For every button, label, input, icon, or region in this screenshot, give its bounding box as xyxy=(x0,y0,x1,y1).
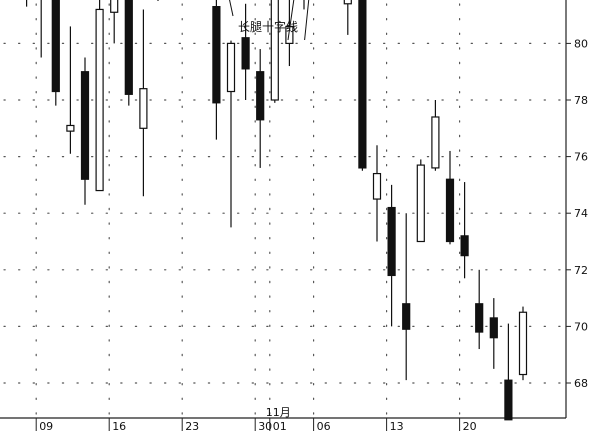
candle xyxy=(241,3,250,100)
candle-body-filled xyxy=(504,379,513,421)
candle-body-filled xyxy=(489,317,498,339)
annotation-label: 长腿十字线 xyxy=(238,19,298,34)
candle xyxy=(270,0,279,103)
candle-body-hollow xyxy=(226,42,236,93)
candle xyxy=(66,26,75,154)
x-tick-label: 01 xyxy=(273,420,287,432)
y-tick-label: 76 xyxy=(574,151,588,164)
candle-body-hollow xyxy=(285,25,294,44)
candle-body-hollow xyxy=(416,164,425,243)
candle-body-hollow xyxy=(66,124,75,132)
candle-body-hollow xyxy=(372,172,382,200)
candle xyxy=(80,57,90,205)
candle-body-filled xyxy=(475,303,484,333)
candle xyxy=(387,184,396,327)
x-tick-label: 16 xyxy=(112,420,126,432)
candle-body-hollow xyxy=(95,8,104,192)
y-tick-label: 78 xyxy=(574,94,588,107)
candle xyxy=(372,145,382,242)
candle xyxy=(303,0,305,10)
candle-body-filled xyxy=(460,235,469,257)
candle xyxy=(212,0,221,140)
candle xyxy=(110,0,119,44)
candle xyxy=(26,0,28,7)
y-tick-label: 68 xyxy=(574,377,588,390)
candle-body-hollow xyxy=(431,116,440,169)
candle xyxy=(256,49,265,168)
x-tick-label: 06 xyxy=(317,420,331,432)
candle-body-filled xyxy=(241,37,250,70)
candle-body-filled xyxy=(445,178,455,243)
candles xyxy=(26,0,528,421)
candle-body-hollow xyxy=(343,0,352,5)
grid xyxy=(3,3,567,419)
candle xyxy=(51,0,60,106)
candle xyxy=(504,323,513,421)
candle xyxy=(124,0,133,106)
candle-body-filled xyxy=(402,303,411,330)
candle-body-filled xyxy=(387,206,396,277)
x-tick-label: 13 xyxy=(390,420,404,432)
candle-body-filled xyxy=(124,0,133,95)
candle xyxy=(445,150,455,245)
candle-body-filled xyxy=(51,0,60,93)
candle-body-filled xyxy=(80,71,90,180)
y-tick-label: 74 xyxy=(574,207,588,220)
y-tick-label: 72 xyxy=(574,264,588,277)
x-tick-label: 23 xyxy=(185,420,199,432)
candle xyxy=(139,9,148,197)
candle xyxy=(416,159,425,243)
y-tick-label: 80 xyxy=(574,37,588,50)
annotations: 长腿十字线 xyxy=(229,0,310,41)
candle xyxy=(518,306,528,381)
annotation-arrow xyxy=(287,0,295,41)
candle xyxy=(95,0,104,192)
candle-body-filled xyxy=(358,0,367,169)
candle xyxy=(460,182,469,279)
candle-body-hollow xyxy=(270,0,279,101)
x-tick-label: 20 xyxy=(463,420,477,432)
candle-body-hollow xyxy=(110,0,119,13)
candle xyxy=(226,40,236,228)
x-month-label: 11月 xyxy=(266,406,291,419)
candle-body-hollow xyxy=(139,88,148,129)
candle xyxy=(40,0,42,58)
candle xyxy=(431,100,440,171)
x-tick-label: 09 xyxy=(39,420,53,432)
candle xyxy=(402,213,411,381)
candle-body-filled xyxy=(212,6,221,104)
candle xyxy=(475,269,484,350)
candle xyxy=(343,0,352,35)
candle xyxy=(157,0,159,1)
candle xyxy=(489,298,498,369)
candle-body-hollow xyxy=(518,311,528,376)
candle xyxy=(358,0,367,171)
x-tick-label: 30 xyxy=(258,420,272,432)
candle-body-filled xyxy=(256,71,265,121)
annotation-arrow xyxy=(304,0,310,41)
y-tick-label: 70 xyxy=(574,320,588,333)
